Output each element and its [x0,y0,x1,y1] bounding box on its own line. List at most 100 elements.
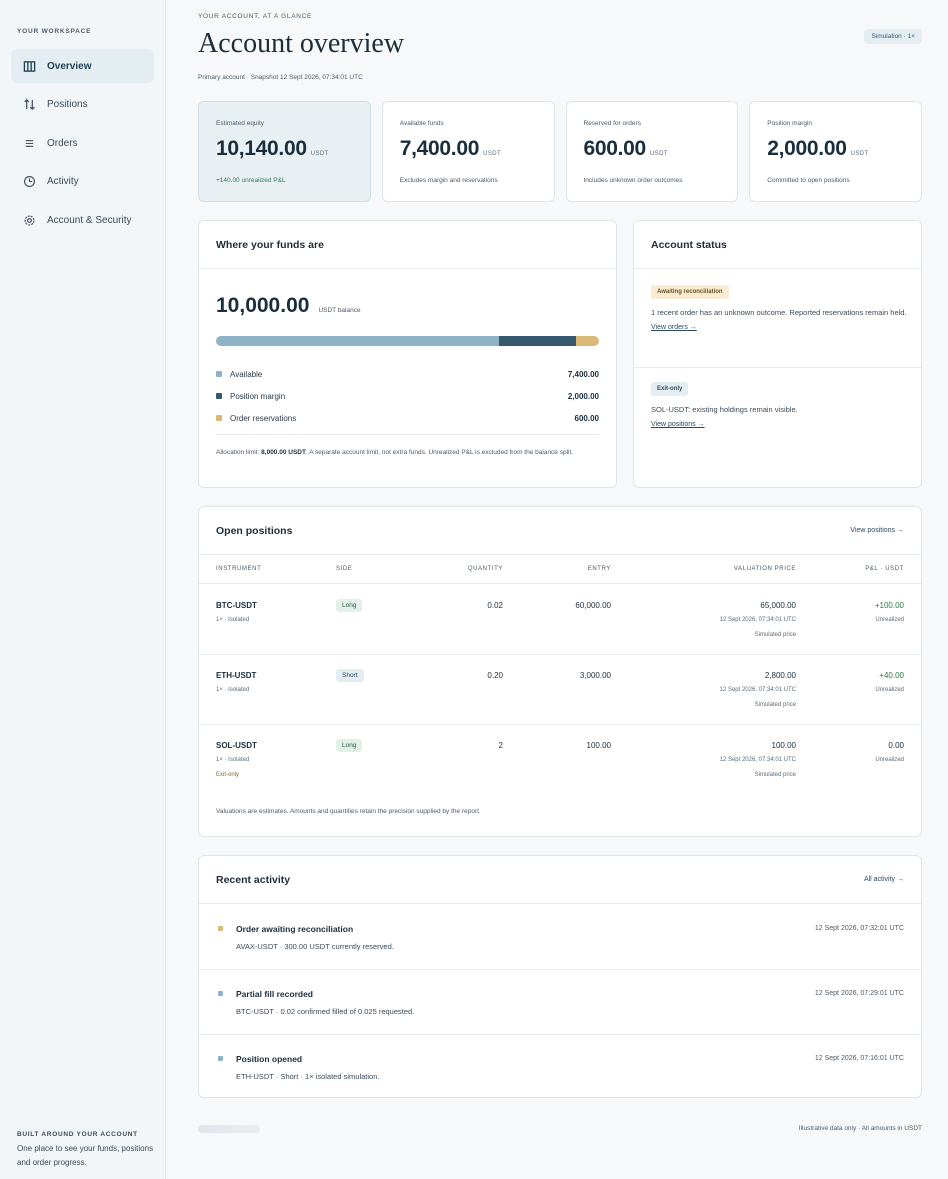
column-header: VALUATION PRICE [733,566,796,572]
snapshot-subline: Primary account · Snapshot 12 Sept 2026,… [198,74,363,81]
valuation-note: Simulated price [754,632,796,638]
side-badge: Short [336,669,364,682]
card-available-funds: Available funds 7,400.00 USDT Excludes ma… [381,101,555,202]
all-activity-link[interactable]: All activity → [863,876,904,883]
activity-item[interactable]: Partial fill recorded BTC-USDT · 0.02 co… [199,971,921,1035]
legend-swatch [216,393,222,399]
bar-segment-order-reservations [576,336,599,346]
up-down-arrows-icon [22,98,36,112]
legend-row: Available 7,400.00 [216,363,599,385]
sidebar-footer-title: BUILT AROUND YOUR ACCOUNT [17,1131,138,1138]
valuation-note: Simulated price [754,772,796,778]
status-reconciliation: Awaiting reconciliation 1 recent order h… [651,285,909,331]
card-unit: USDT [310,151,329,157]
card-value: 10,140.00 [216,137,307,160]
sidebar-item-positions[interactable]: Positions [11,88,154,122]
list-icon [22,136,36,150]
card-unit: USDT [850,151,869,157]
activity-item[interactable]: Order awaiting reconciliation AVAX-USDT … [199,906,921,970]
activity-desc: BTC-USDT · 0.02 confirmed filled of 0.02… [236,1007,415,1016]
panel-header: Account status [634,221,921,269]
pnl-note: Unrealized [875,757,904,763]
legend-value: 600.00 [574,413,599,423]
activity-item[interactable]: Position opened ETH-USDT · Short · 1× is… [199,1036,921,1100]
column-header: ENTRY [587,566,611,572]
sidebar-item-label: Account & Security [47,214,132,226]
view-positions-link[interactable]: View positions → [850,527,904,534]
view-positions-link[interactable]: View positions → [651,421,705,428]
panel-header: Recent activity All activity → [199,856,921,904]
card-value: 2,000.00 [767,137,847,160]
valuation-note: Simulated price [754,702,796,708]
bar-segment-position-margin [499,336,576,346]
sidebar-footer: BUILT AROUND YOUR ACCOUNT One place to s… [17,1131,157,1170]
sidebar-item-account-security[interactable]: Account & Security [11,203,154,237]
table-row[interactable]: SOL-USDT 1× · Isolated Exit-only Long 2 … [199,725,921,795]
card-label: Reserved for orders [583,120,641,127]
sidebar-item-label: Activity [47,176,79,187]
position-meta: 1× · Isolated [216,687,250,693]
alloc-prefix: Allocation limit: [216,449,262,456]
activity-time: 12 Sept 2026, 07:16:01 UTC [814,1055,904,1062]
status-text: 1 recent order has an unknown outcome. R… [651,308,907,317]
valuation-time: 12 Sept 2026, 07:34:01 UTC [719,687,796,693]
sidebar-item-label: Overview [47,60,92,72]
footer-logo [198,1125,260,1133]
balance-total: 10,000.00 USDT balance [216,294,361,318]
table-row[interactable]: ETH-USDT 1× · Isolated Short 0.20 3,000.… [199,655,921,725]
card-unit: USDT [649,151,668,157]
sidebar-item-overview[interactable]: Overview [11,49,154,83]
panel-title: Open positions [216,524,293,537]
columns-icon [22,59,36,73]
instrument: BTC-USDT [216,601,257,610]
page-eyebrow: YOUR ACCOUNT, AT A GLANCE [198,13,313,20]
status-badge: Exit-only [651,382,689,396]
quantity: 0.02 [487,601,503,610]
entry-price: 100.00 [586,741,611,750]
view-orders-link[interactable]: View orders → [651,324,697,331]
legend-value: 7,400.00 [567,369,599,379]
panel-title: Where your funds are [216,238,324,251]
activity-desc: ETH-USDT · Short · 1× isolated simulatio… [236,1072,380,1081]
funds-panel: Where your funds are 10,000.00 USDT bala… [198,220,617,488]
activity-marker [218,926,223,931]
divider [634,367,921,368]
alloc-suffix: . A separate account limit, not extra fu… [305,449,574,456]
instrument: ETH-USDT [216,671,257,680]
column-header: INSTRUMENT [216,566,262,572]
valuation-price: 100.00 [771,741,796,750]
card-estimated-equity: Estimated equity 10,140.00 USDT +140.00 u… [198,101,371,202]
legend-swatch [216,415,222,421]
gear-icon [22,213,36,227]
entry-price: 3,000.00 [579,671,611,680]
balance-unit: USDT balance [318,307,361,314]
sidebar-item-orders[interactable]: Orders [11,126,154,160]
pnl-value: +100.00 [874,601,904,610]
card-note: Excludes margin and reservations [399,177,498,184]
table-row[interactable]: BTC-USDT 1× · Isolated Long 0.02 60,000.… [199,585,921,655]
card-value: 600.00 [583,137,647,160]
alloc-value: 8,000.00 USDT [261,449,306,456]
sidebar-footer-text: One place to see your funds, positions a… [17,1144,154,1167]
instrument: SOL-USDT [216,741,257,750]
simulation-badge: Simulation · 1× [864,29,922,44]
card-unit: USDT [483,151,502,157]
activity-marker [218,1056,223,1061]
workspace-label: YOUR WORKSPACE [17,28,92,35]
page-title: Account overview [198,28,405,59]
summary-cards: Estimated equity 10,140.00 USDT +140.00 u… [198,101,922,202]
legend-label: Order reservations [230,413,297,423]
card-value: 7,400.00 [399,137,480,160]
legend-row: Position margin 2,000.00 [216,385,599,407]
activity-title: Partial fill recorded [236,989,313,999]
bar-segment-available [216,336,500,346]
position-meta: 1× · Isolated [216,757,250,763]
card-note: Committed to open positions [767,177,850,184]
sidebar-item-activity[interactable]: Activity [11,165,154,199]
legend-label: Available [230,369,263,379]
legend-row: Order reservations 600.00 [216,407,599,429]
card-label: Available funds [399,120,444,127]
card-label: Position margin [767,120,813,127]
card-label: Estimated equity [216,120,265,127]
clock-icon [22,175,36,189]
